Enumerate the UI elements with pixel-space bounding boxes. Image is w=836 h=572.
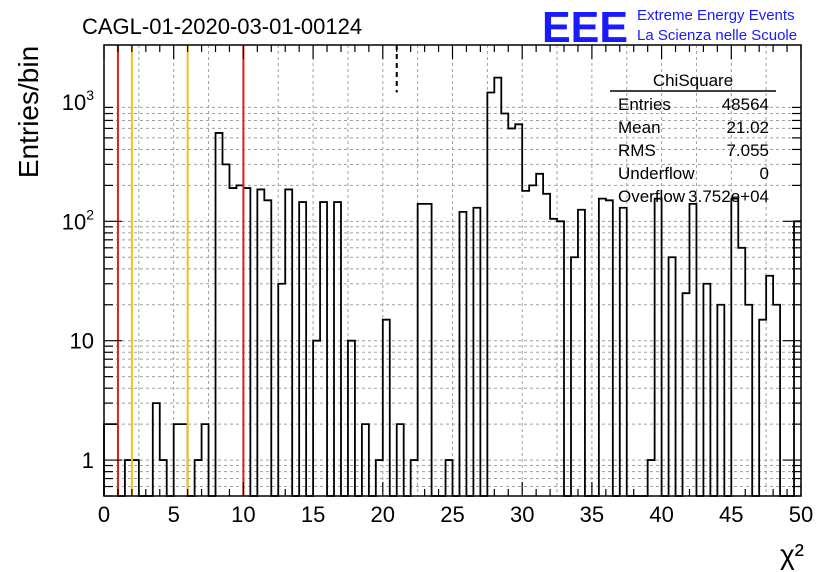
x-tick-label: 30 [510, 502, 534, 527]
logo-line-2: La Scienza nelle Scuole [637, 27, 797, 44]
x-tick-label: 15 [301, 502, 325, 527]
x-tick-label: 0 [98, 502, 110, 527]
stats-label: Mean [618, 118, 661, 137]
stats-value: 0 [760, 164, 769, 183]
x-tick-label: 20 [371, 502, 395, 527]
x-tick-label: 10 [231, 502, 255, 527]
logo-letters: EEE [542, 3, 628, 52]
x-tick-labels: 0 5 10 15 20 25 30 35 40 45 50 [98, 502, 813, 527]
logo-line-1: Extreme Energy Events [637, 7, 795, 24]
x-tick-label: 50 [789, 502, 813, 527]
eee-logo: EEE Extreme Energy Events La Scienza nel… [542, 3, 797, 52]
stats-value: 21.02 [726, 118, 769, 137]
x-axis-label: χ² [780, 539, 804, 570]
y-tick-label: 10 [70, 329, 94, 354]
stats-label: Overflow [618, 187, 686, 206]
x-tick-label: 45 [719, 502, 743, 527]
stats-title: ChiSquare [653, 71, 733, 90]
stats-value: 7.055 [726, 141, 769, 160]
grid [103, 45, 802, 497]
stats-box: ChiSquare Entries 48564 Mean 21.02 RMS 7.055 U… [610, 71, 776, 206]
chart-title: CAGL-01-2020-03-01-00124 [82, 14, 362, 39]
stats-rows: Entries 48564 Mean 21.02 RMS 7.055 Underflow 0 O… [618, 95, 769, 206]
y-tick-label: 102 [62, 206, 94, 234]
stats-value: 48564 [722, 95, 769, 114]
stats-label: RMS [618, 141, 656, 160]
x-tick-label: 25 [440, 502, 464, 527]
y-tick-exponent: 2 [86, 206, 94, 222]
x-tick-label: 40 [649, 502, 673, 527]
stats-value: 3.752e+04 [688, 187, 769, 206]
y-tick-labels: 1 10 102 103 [62, 87, 94, 473]
x-tick-label: 5 [168, 502, 180, 527]
reference-lines [116, 45, 398, 496]
stats-label: Entries [618, 95, 671, 114]
stats-label: Underflow [618, 164, 695, 183]
y-tick-label: 1 [82, 448, 94, 473]
y-tick-label: 103 [62, 87, 94, 115]
x-tick-label: 35 [580, 502, 604, 527]
y-tick-exponent: 3 [86, 87, 94, 103]
axis-ticks [103, 45, 802, 497]
y-axis-label: Entries/bin [13, 46, 44, 178]
